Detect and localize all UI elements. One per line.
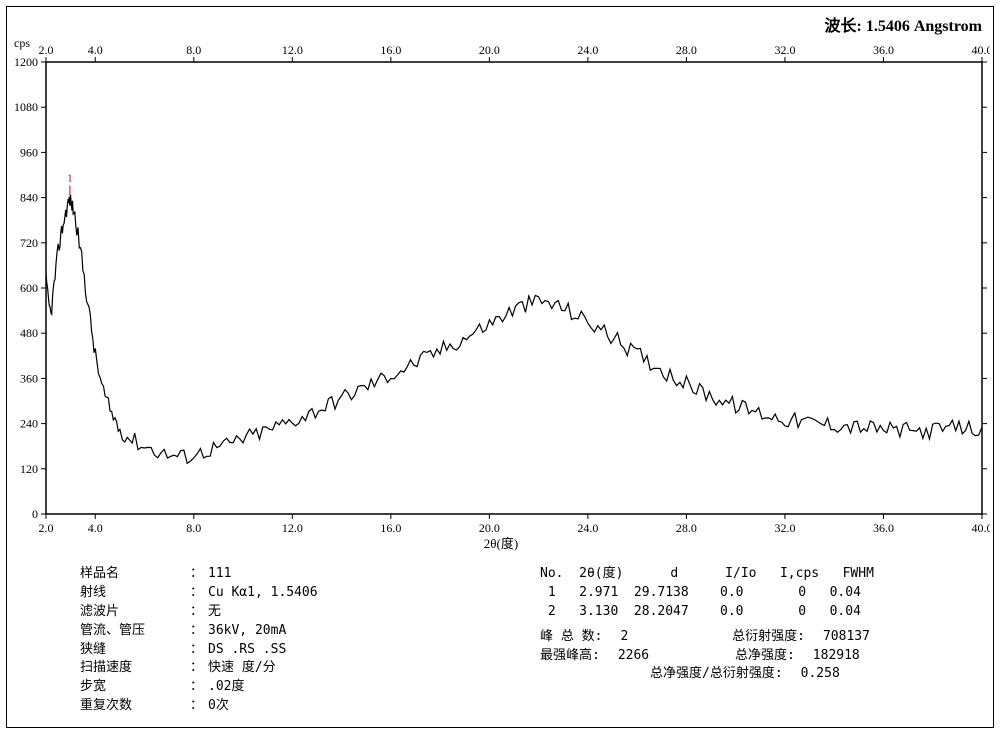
param-sep: ： xyxy=(190,641,208,660)
svg-text:32.0: 32.0 xyxy=(774,521,795,535)
svg-text:720: 720 xyxy=(20,236,38,250)
svg-text:32.0: 32.0 xyxy=(774,43,795,57)
summary-block: 峰 总 数: 2 总衍射强度: 708137 最强峰高: 2266 总净强度: 1829… xyxy=(540,628,980,685)
param-sep: ： xyxy=(190,697,208,716)
param-value: DS .RS .SS xyxy=(208,642,286,657)
svg-text:16.0: 16.0 xyxy=(380,43,401,57)
param-row: 管流、管压：36kV, 20mA xyxy=(80,622,480,641)
svg-text:0: 0 xyxy=(32,507,38,521)
svg-text:24.0: 24.0 xyxy=(577,43,598,57)
svg-text:16.0: 16.0 xyxy=(380,521,401,535)
param-value: .02度 xyxy=(208,679,244,694)
param-row: 狭缝：DS .RS .SS xyxy=(80,641,480,660)
svg-text:120: 120 xyxy=(20,462,38,476)
svg-text:2.0: 2.0 xyxy=(39,521,54,535)
param-row: 重复次数：0次 xyxy=(80,697,480,716)
x-axis-label: 2θ(度) xyxy=(484,533,518,552)
param-label: 滤波片 xyxy=(80,603,190,622)
param-value: Cu Kα1, 1.5406 xyxy=(208,585,318,600)
xrd-chart: cps 2.02.04.04.08.08.012.012.016.016.020… xyxy=(12,36,990,556)
param-sep: ： xyxy=(190,678,208,697)
svg-text:1200: 1200 xyxy=(14,55,38,69)
param-sep: ： xyxy=(190,622,208,641)
svg-text:4.0: 4.0 xyxy=(88,43,103,57)
summary-label: 总净强度: xyxy=(735,648,795,663)
svg-text:36.0: 36.0 xyxy=(873,521,894,535)
svg-text:4.0: 4.0 xyxy=(88,521,103,535)
info-panel: 样品名：111射线：Cu Kα1, 1.5406滤波片：无管流、管压：36kV,… xyxy=(80,565,980,716)
summary-label: 总衍射强度: xyxy=(732,629,805,644)
peak-table: No. 2θ(度) d I/Io I,cps FWHM 1 2.971 29.7… xyxy=(540,565,980,622)
param-label: 样品名 xyxy=(80,565,190,584)
svg-text:12.0: 12.0 xyxy=(282,521,303,535)
plot-svg: 2.02.04.04.08.08.012.012.016.016.020.020… xyxy=(12,36,990,556)
param-value: 快速 度/分 xyxy=(208,660,276,675)
param-row: 滤波片：无 xyxy=(80,603,480,622)
results-block: No. 2θ(度) d I/Io I,cps FWHM 1 2.971 29.7… xyxy=(540,565,980,716)
svg-text:360: 360 xyxy=(20,371,38,385)
svg-text:2.0: 2.0 xyxy=(39,43,54,57)
param-sep: ： xyxy=(190,584,208,603)
svg-text:40.0: 40.0 xyxy=(972,43,991,57)
svg-text:20.0: 20.0 xyxy=(479,43,500,57)
svg-text:40.0: 40.0 xyxy=(972,521,991,535)
svg-text:8.0: 8.0 xyxy=(186,43,201,57)
svg-text:480: 480 xyxy=(20,326,38,340)
summary-value: 2266 xyxy=(618,648,649,663)
summary-label: 峰 总 数: xyxy=(540,629,602,644)
params-block: 样品名：111射线：Cu Kα1, 1.5406滤波片：无管流、管压：36kV,… xyxy=(80,565,480,716)
param-value: 0次 xyxy=(208,698,229,713)
param-value: 111 xyxy=(208,566,231,581)
param-row: 样品名：111 xyxy=(80,565,480,584)
svg-text:28.0: 28.0 xyxy=(676,43,697,57)
svg-text:840: 840 xyxy=(20,191,38,205)
param-value: 无 xyxy=(208,604,221,619)
svg-text:960: 960 xyxy=(20,145,38,159)
svg-text:600: 600 xyxy=(20,281,38,295)
summary-value: 182918 xyxy=(813,648,860,663)
param-label: 狭缝 xyxy=(80,641,190,660)
summary-label: 最强峰高: xyxy=(540,648,600,663)
param-sep: ： xyxy=(190,659,208,678)
param-value: 36kV, 20mA xyxy=(208,623,286,638)
param-row: 射线：Cu Kα1, 1.5406 xyxy=(80,584,480,603)
svg-text:12.0: 12.0 xyxy=(282,43,303,57)
param-label: 管流、管压 xyxy=(80,622,190,641)
svg-text:240: 240 xyxy=(20,417,38,431)
summary-label: 总净强度/总衍射强度: xyxy=(650,666,783,681)
summary-value: 708137 xyxy=(823,629,870,644)
svg-text:36.0: 36.0 xyxy=(873,43,894,57)
param-label: 扫描速度 xyxy=(80,659,190,678)
svg-text:1: 1 xyxy=(67,172,73,184)
param-label: 步宽 xyxy=(80,678,190,697)
param-row: 扫描速度：快速 度/分 xyxy=(80,659,480,678)
summary-value: 2 xyxy=(620,629,628,644)
svg-text:28.0: 28.0 xyxy=(676,521,697,535)
svg-text:8.0: 8.0 xyxy=(186,521,201,535)
summary-value: 0.258 xyxy=(801,666,840,681)
param-row: 步宽：.02度 xyxy=(80,678,480,697)
svg-text:24.0: 24.0 xyxy=(577,521,598,535)
param-label: 射线 xyxy=(80,584,190,603)
param-sep: ： xyxy=(190,603,208,622)
svg-text:1080: 1080 xyxy=(14,100,38,114)
param-sep: ： xyxy=(190,565,208,584)
param-label: 重复次数 xyxy=(80,697,190,716)
wavelength-label: 波长: 1.5406 Angstrom xyxy=(825,12,982,36)
